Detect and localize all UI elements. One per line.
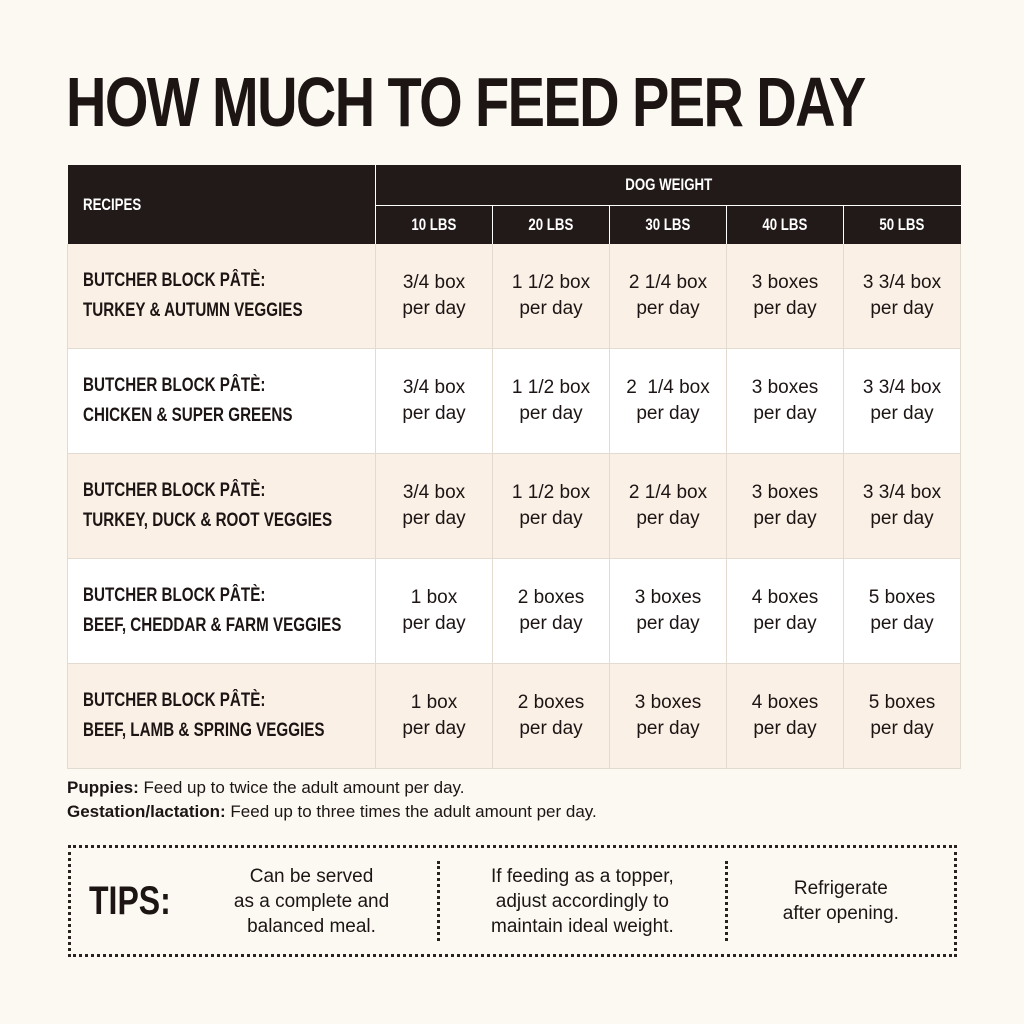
amount-cell: 3/4 box per day bbox=[375, 348, 493, 454]
amount-cell: 3 boxes per day bbox=[726, 244, 844, 349]
tip-item: Can be served as a complete and balanced… bbox=[233, 865, 390, 937]
weight-column-header: 10 LBS bbox=[375, 205, 493, 244]
weight-column-header: 40 LBS bbox=[726, 205, 844, 244]
weight-column-header: 30 LBS bbox=[609, 205, 727, 244]
amount-cell: 2 1/4 box per day bbox=[609, 348, 727, 454]
amount-cell: 3 boxes per day bbox=[726, 453, 844, 559]
amount-cell: 1 box per day bbox=[375, 558, 493, 664]
table-row: BUTCHER BLOCK PÂTÈ: BEEF, LAMB & SPRING … bbox=[67, 663, 961, 769]
tip-item: Refrigerate after opening. bbox=[724, 861, 954, 941]
amount-cell: 1 box per day bbox=[375, 663, 493, 769]
table-row: BUTCHER BLOCK PÂTÈ: BEEF, CHEDDAR & FARM… bbox=[67, 558, 961, 664]
gestation-note: Gestation/lactation: Feed up to three ti… bbox=[67, 802, 597, 821]
amount-cell: 3 boxes per day bbox=[609, 663, 727, 769]
dog-weight-group-header: DOG WEIGHT bbox=[375, 165, 961, 206]
amount-cell: 3 boxes per day bbox=[609, 558, 727, 664]
table-row: BUTCHER BLOCK PÂTÈ: TURKEY & AUTUMN VEGG… bbox=[67, 244, 961, 349]
recipe-name-cell: BUTCHER BLOCK PÂTÈ: CHICKEN & SUPER GREE… bbox=[67, 348, 376, 454]
amount-cell: 2 1/4 box per day bbox=[609, 453, 727, 559]
amount-cell: 3/4 box per day bbox=[375, 453, 493, 559]
amount-cell: 1 1/2 box per day bbox=[492, 348, 610, 454]
amount-cell: 5 boxes per day bbox=[843, 558, 961, 664]
recipe-name-cell: BUTCHER BLOCK PÂTÈ: BEEF, CHEDDAR & FARM… bbox=[67, 558, 376, 664]
feeding-notes: Puppies: Feed up to twice the adult amou… bbox=[67, 776, 967, 824]
amount-cell: 4 boxes per day bbox=[726, 663, 844, 769]
feeding-table: RECIPES DOG WEIGHT 10 LBS 20 LBS 30 LBS … bbox=[67, 165, 961, 769]
amount-cell: 2 boxes per day bbox=[492, 663, 610, 769]
recipe-name-cell: BUTCHER BLOCK PÂTÈ: BEEF, LAMB & SPRING … bbox=[67, 663, 376, 769]
amount-cell: 1 1/2 box per day bbox=[492, 453, 610, 559]
amount-cell: 3 boxes per day bbox=[726, 348, 844, 454]
table-row: BUTCHER BLOCK PÂTÈ: CHICKEN & SUPER GREE… bbox=[67, 348, 961, 454]
amount-cell: 2 1/4 box per day bbox=[609, 244, 727, 349]
amount-cell: 1 1/2 box per day bbox=[492, 244, 610, 349]
table-row: BUTCHER BLOCK PÂTÈ: TURKEY, DUCK & ROOT … bbox=[67, 453, 961, 559]
amount-cell: 3/4 box per day bbox=[375, 244, 493, 349]
tips-label: TIPS: bbox=[89, 878, 171, 923]
amount-cell: 5 boxes per day bbox=[843, 663, 961, 769]
puppies-note: Puppies: Feed up to twice the adult amou… bbox=[67, 778, 465, 797]
amount-cell: 4 boxes per day bbox=[726, 558, 844, 664]
weight-column-header: 50 LBS bbox=[843, 205, 961, 244]
tip-item: If feeding as a topper, adjust according… bbox=[437, 861, 725, 941]
amount-cell: 3 3/4 box per day bbox=[843, 348, 961, 454]
page-title: HOW MUCH TO FEED PER DAY bbox=[66, 63, 866, 141]
amount-cell: 2 boxes per day bbox=[492, 558, 610, 664]
amount-cell: 3 3/4 box per day bbox=[843, 244, 961, 349]
amount-cell: 3 3/4 box per day bbox=[843, 453, 961, 559]
recipes-column-header: RECIPES bbox=[67, 165, 376, 244]
tips-box: TIPS: Can be served as a complete and ba… bbox=[68, 845, 957, 957]
weight-column-header: 20 LBS bbox=[492, 205, 610, 244]
recipe-name-cell: BUTCHER BLOCK PÂTÈ: TURKEY, DUCK & ROOT … bbox=[67, 453, 376, 559]
recipe-name-cell: BUTCHER BLOCK PÂTÈ: TURKEY & AUTUMN VEGG… bbox=[67, 244, 376, 349]
